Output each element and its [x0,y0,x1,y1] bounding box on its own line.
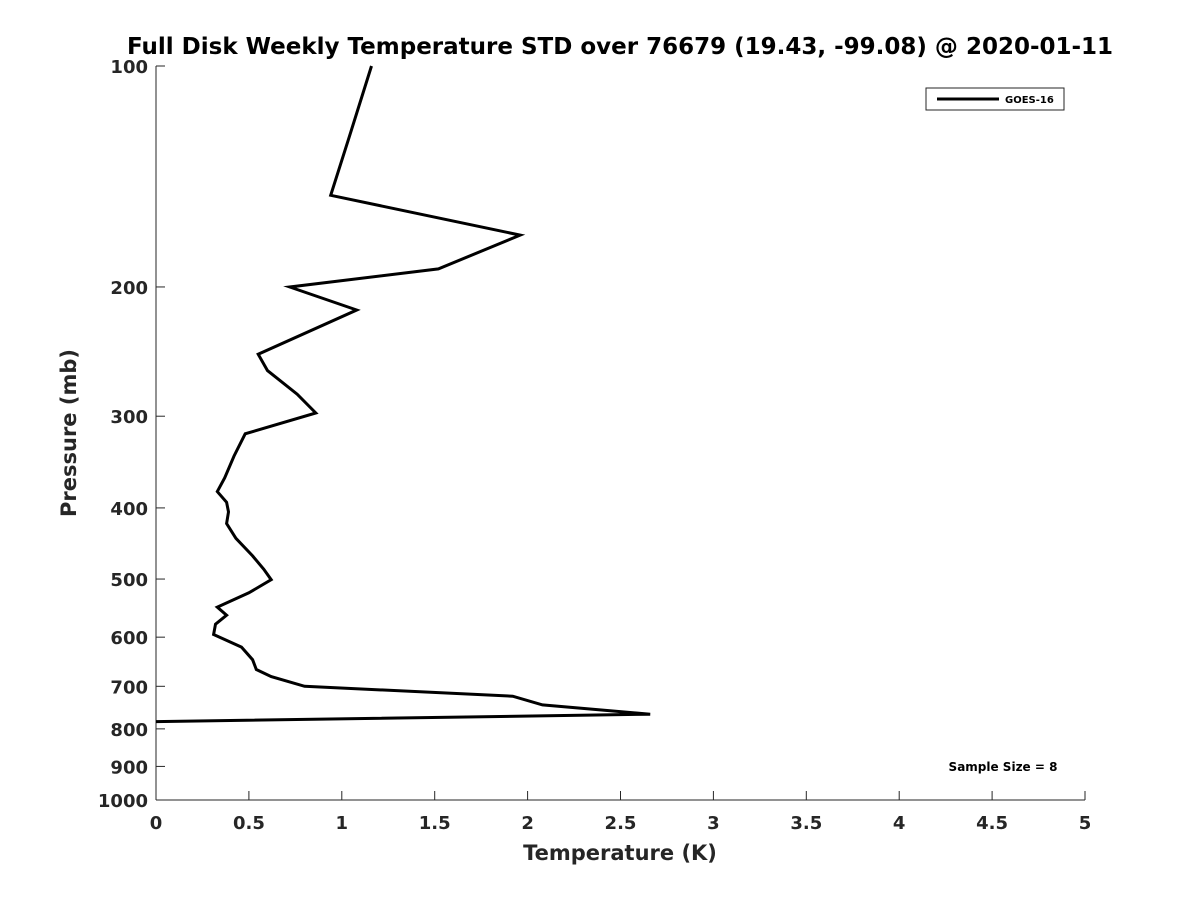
y-tick-label: 100 [110,57,148,78]
y-tick-label: 600 [110,628,148,649]
y-tick-label: 400 [110,499,148,520]
x-tick-label: 2.5 [605,813,637,834]
y-tick-label: 500 [110,570,148,591]
legend-label-goes-16: GOES-16 [1005,95,1054,106]
y-tick-label: 300 [110,407,148,428]
x-tick-label: 4.5 [976,813,1008,834]
chart-title: Full Disk Weekly Temperature STD over 76… [127,34,1113,60]
x-tick-label: 3.5 [790,813,822,834]
y-tick-label: 900 [110,757,148,778]
x-tick-label: 5 [1079,813,1092,834]
x-tick-label: 0.5 [233,813,265,834]
series-layer [155,65,651,724]
y-axis-ticks: 100 200 300 400 500 600 700 800 900 1000 [98,57,165,812]
x-tick-label: 1 [336,813,349,834]
y-tick-label: 800 [110,720,148,741]
x-axis-ticks: 0 0.5 1 1.5 2 2.5 3 3.5 4 4.5 5 [150,791,1092,834]
x-tick-label: 1.5 [419,813,451,834]
y-tick-label: 1000 [98,791,148,812]
legend: GOES-16 [925,87,1065,111]
y-axis-label: Pressure (mb) [57,349,81,517]
series-line-goes-16 [155,65,651,724]
y-tick-label: 700 [110,677,148,698]
y-tick-label: 200 [110,278,148,299]
x-tick-label: 0 [150,813,163,834]
x-axis-label: Temperature (K) [523,841,717,865]
x-tick-label: 2 [521,813,534,834]
x-tick-label: 3 [707,813,720,834]
sample-size-annotation: Sample Size = 8 [949,760,1058,774]
x-tick-label: 4 [893,813,906,834]
